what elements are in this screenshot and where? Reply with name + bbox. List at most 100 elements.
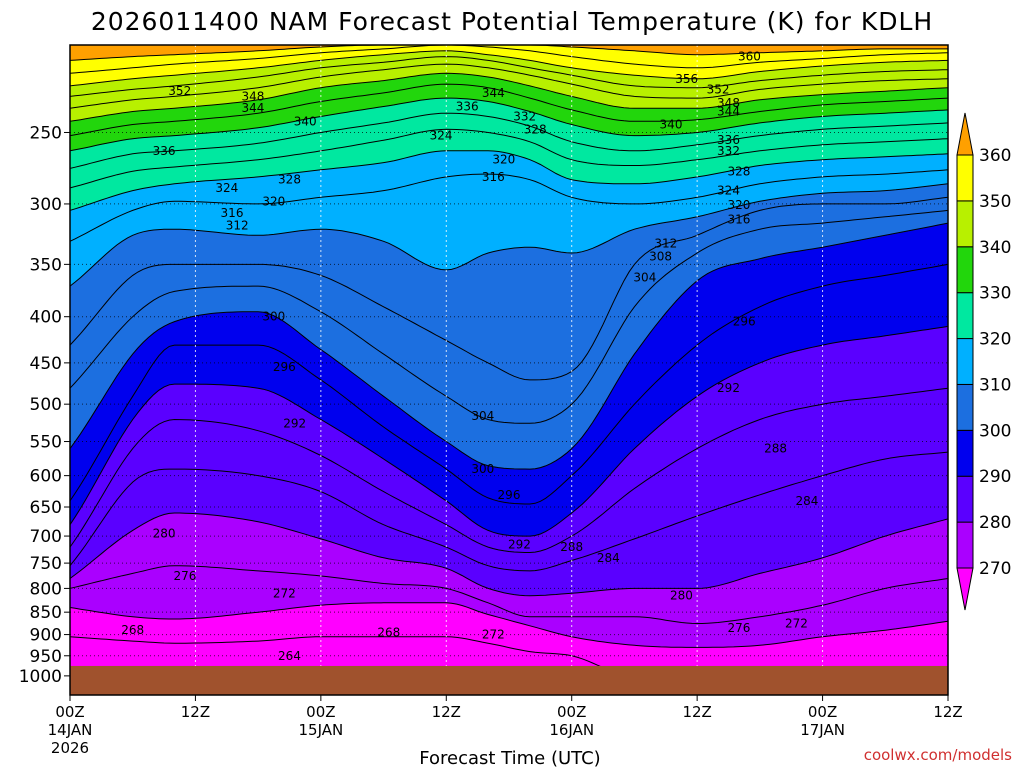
colorbar-label-280: 280 (979, 513, 1011, 533)
colorbar-arrow-high (956, 112, 974, 156)
contour-label-344: 344 (241, 101, 264, 115)
contour-label-316: 316 (221, 206, 244, 220)
y-tick-label-600: 600 (30, 467, 62, 487)
colorbar-arrow-low (956, 567, 974, 611)
contour-label-296: 296 (273, 360, 296, 374)
plot-area: 352 3483443403363283243203163123002962922… (70, 45, 948, 695)
colorbar-segment-7 (956, 246, 974, 294)
contour-label-312: 312 (226, 219, 249, 233)
isentrope-328 (70, 112, 948, 169)
colorbar-segment-9 (956, 154, 974, 202)
y-tick-label-250: 250 (30, 123, 62, 143)
contour-label-356: 356 (675, 72, 698, 86)
contour-label-332: 332 (717, 144, 740, 158)
isentrope-300 (70, 222, 948, 470)
isentrope-308 (70, 196, 948, 381)
y-tick-label-700: 700 (30, 527, 62, 547)
ground-surface (70, 665, 948, 695)
x-tick-label-48: 00Z (557, 703, 586, 721)
contour-label-328: 328 (524, 122, 547, 136)
isentrope-336 (70, 83, 948, 137)
contour-label-268: 268 (121, 623, 144, 637)
contour-label-304: 304 (471, 409, 494, 423)
colorbar-segment-8 (956, 200, 974, 248)
credit-text: coolwx.com/models (864, 746, 1012, 764)
isentrope-292 (70, 325, 948, 537)
y-tick-label-750: 750 (30, 554, 62, 574)
contour-label-292: 292 (283, 416, 306, 430)
isentrope-352 (70, 50, 948, 87)
isentrope-320 (70, 150, 948, 211)
contour-label-340: 340 (660, 118, 683, 132)
contour-label-348: 348 (717, 96, 740, 110)
x-tick-label-12: 12Z (181, 703, 210, 721)
isentrope-lines (70, 45, 948, 677)
contour-label-332: 332 (513, 109, 536, 123)
colorbar-segment-5 (956, 338, 974, 385)
x-date-label-0: 14JAN (48, 721, 93, 739)
contour-label-328: 328 (278, 173, 301, 187)
contour-label-316: 316 (727, 212, 750, 226)
contour-label-292: 292 (508, 537, 531, 551)
x-tick-label-36: 12Z (432, 703, 461, 721)
colorbar-segment-6 (956, 292, 974, 340)
contour-label-324: 324 (717, 184, 740, 198)
x-year-label-0: 2026 (51, 739, 89, 757)
colorbar-segment-4 (956, 383, 974, 431)
y-tick-label-800: 800 (30, 579, 62, 599)
colorbar-label-360: 360 (979, 146, 1011, 166)
contour-label-324: 324 (215, 181, 238, 195)
contour-label-300: 300 (262, 310, 285, 324)
y-tick-label-650: 650 (30, 498, 62, 518)
contour-label-276: 276 (174, 569, 197, 583)
contour-label-348: 348 (241, 89, 264, 103)
contour-label-296: 296 (733, 315, 756, 329)
x-date-label-72: 17JAN (800, 721, 845, 739)
contour-label-312: 312 (654, 237, 677, 251)
contour-label-344: 344 (717, 105, 740, 119)
y-tick-label-500: 500 (30, 395, 62, 415)
contour-label-324: 324 (430, 129, 453, 143)
contour-label-320: 320 (727, 198, 750, 212)
contour-label-264: 264 (278, 649, 301, 663)
colorbar-label-350: 350 (979, 192, 1011, 212)
contour-label-316: 316 (482, 170, 505, 184)
x-date-label-48: 16JAN (549, 721, 594, 739)
colorbar-label-330: 330 (979, 284, 1011, 304)
colorbar-segment-3 (956, 429, 974, 477)
x-tick-label-72: 00Z (808, 703, 837, 721)
contour-label-352: 352 (168, 84, 191, 98)
plot-frame (69, 44, 949, 696)
contour-label-284: 284 (597, 551, 620, 565)
colorbar-label-310: 310 (979, 375, 1011, 395)
chart-title: 2026011400 NAM Forecast Potential Temper… (91, 7, 933, 36)
temperature-fill-bands (70, 45, 948, 677)
isentrope-348 (70, 56, 948, 97)
contour-label-288: 288 (560, 540, 583, 554)
contour-label-360: 360 (738, 50, 761, 64)
isentrope-340 (70, 72, 948, 122)
isentrope-360 (70, 45, 948, 61)
contour-labels: 352 3483443403363283243203163123002962922… (121, 50, 818, 663)
colorbar-label-340: 340 (979, 238, 1011, 258)
y-tick-label-950: 950 (30, 647, 62, 667)
isentrope-332 (70, 97, 948, 152)
contour-label-272: 272 (482, 628, 505, 642)
contour-label-284: 284 (795, 494, 818, 508)
y-tick-label-850: 850 (30, 603, 62, 623)
x-tick-label-0: 00Z (55, 703, 84, 721)
contour-label-288: 288 (764, 442, 787, 456)
y-tick-label-400: 400 (30, 308, 62, 328)
pressure-axis: 250 300 350 400 450 500 550 600 650 700 750 800 850 9… (19, 123, 70, 687)
y-tick-label-300: 300 (30, 195, 62, 215)
isentrope-288 (70, 387, 948, 553)
contour-label-276: 276 (727, 621, 750, 635)
y-tick-label-900: 900 (30, 626, 62, 646)
contour-label-280: 280 (153, 526, 176, 540)
contour-label-336: 336 (153, 144, 176, 158)
contour-label-336: 336 (717, 133, 740, 147)
colorbar-label-270: 270 (979, 559, 1011, 579)
contour-label-352: 352 (707, 82, 730, 96)
